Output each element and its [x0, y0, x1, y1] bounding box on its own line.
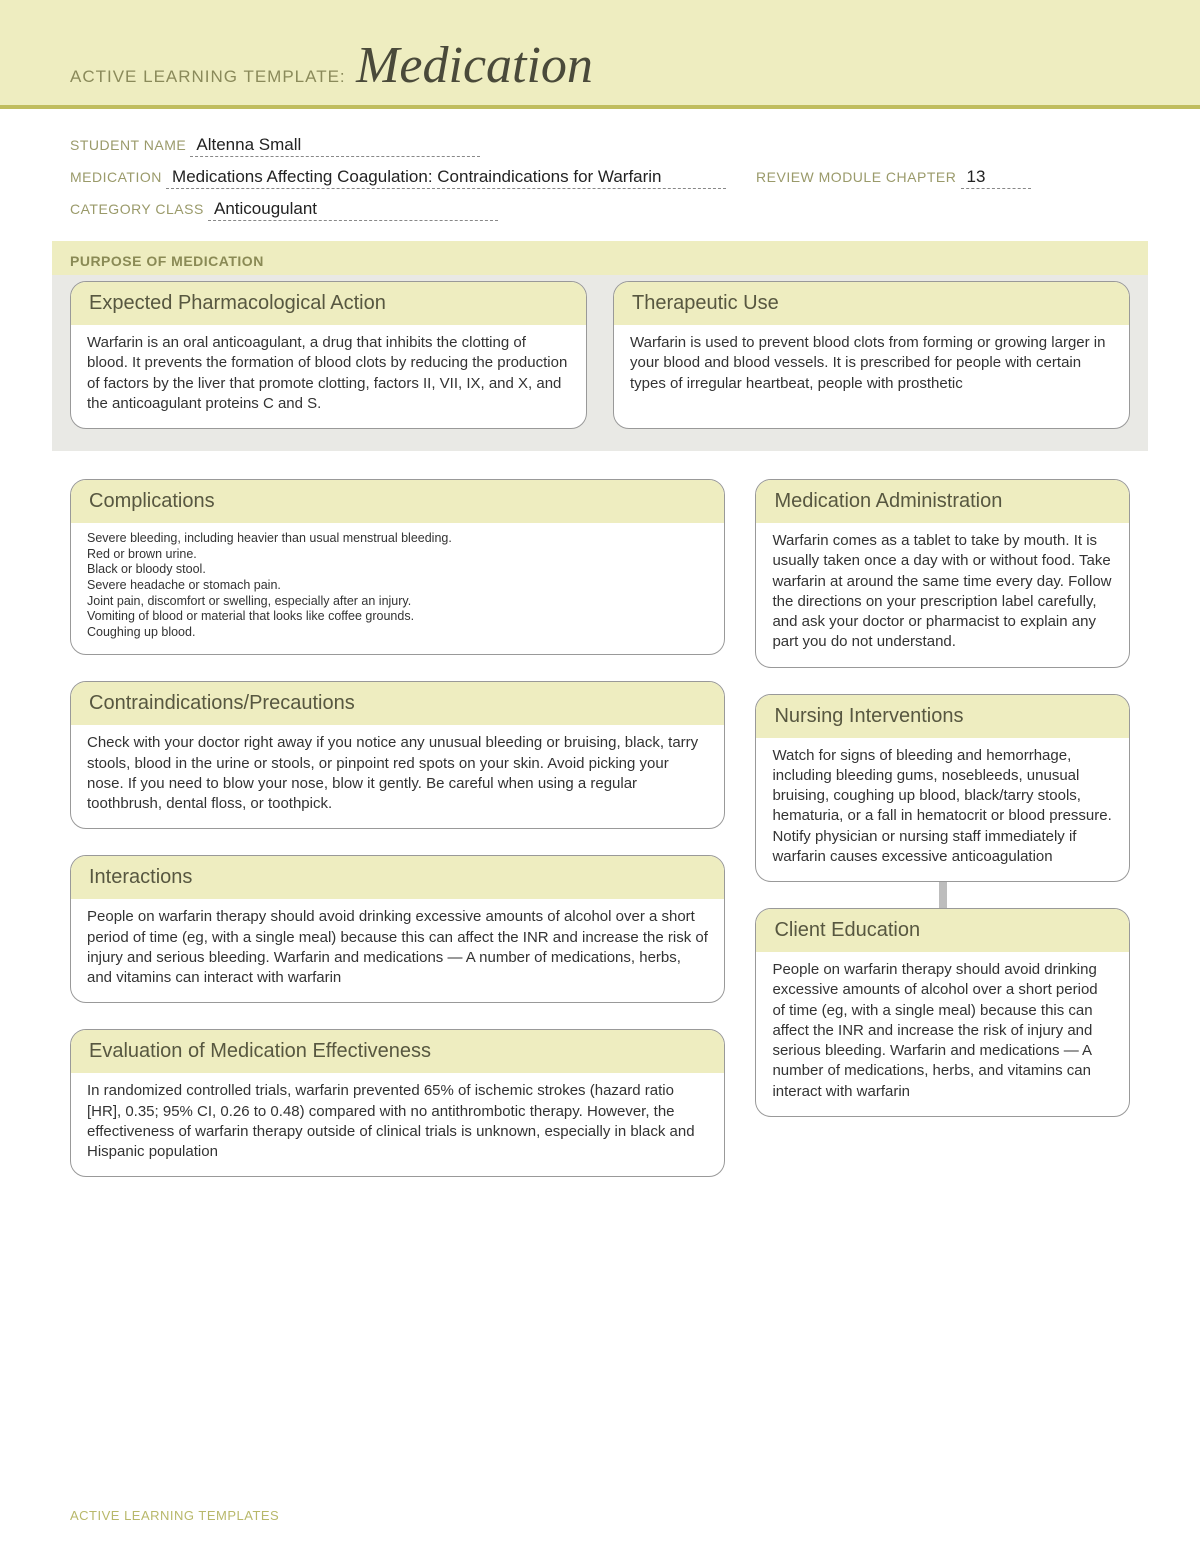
banner-title: Medication [350, 37, 593, 94]
medication-label: MEDICATION [70, 169, 162, 185]
category-class-value: Anticougulant [208, 199, 498, 221]
card-nursing-interventions: Nursing Interventions Watch for signs of… [755, 694, 1130, 883]
card-body: Warfarin is an oral anticoagulant, a dru… [71, 325, 586, 428]
card-medication-administration: Medication Administration Warfarin comes… [755, 479, 1130, 668]
left-column: Complications Severe bleeding, including… [70, 479, 725, 1203]
card-pharmacological-action: Expected Pharmacological Action Warfarin… [70, 281, 587, 429]
card-client-education: Client Education People on warfarin ther… [755, 908, 1130, 1117]
card-complications: Complications Severe bleeding, including… [70, 479, 725, 655]
student-name-label: STUDENT NAME [70, 137, 186, 153]
connector-line [939, 882, 947, 908]
form-area: STUDENT NAME Altenna Small MEDICATION Me… [0, 109, 1200, 241]
card-title: Complications [71, 480, 724, 523]
card-body: Severe bleeding, including heavier than … [71, 523, 724, 654]
card-therapeutic-use: Therapeutic Use Warfarin is used to prev… [613, 281, 1130, 429]
card-title: Expected Pharmacological Action [71, 282, 586, 325]
card-body: People on warfarin therapy should avoid … [71, 899, 724, 1002]
purpose-heading: PURPOSE OF MEDICATION [52, 241, 1148, 275]
card-evaluation: Evaluation of Medication Effectiveness I… [70, 1029, 725, 1177]
card-title: Nursing Interventions [756, 695, 1129, 738]
card-body: Check with your doctor right away if you… [71, 725, 724, 828]
card-body: In randomized controlled trials, warfari… [71, 1073, 724, 1176]
banner-prefix: ACTIVE LEARNING TEMPLATE: [70, 67, 346, 86]
student-name-value: Altenna Small [190, 135, 480, 157]
card-title: Evaluation of Medication Effectiveness [71, 1030, 724, 1073]
review-chapter-label: REVIEW MODULE CHAPTER [756, 169, 956, 185]
card-interactions: Interactions People on warfarin therapy … [70, 855, 725, 1003]
page: ACTIVE LEARNING TEMPLATE: Medication STU… [0, 0, 1200, 1553]
category-class-label: CATEGORY CLASS [70, 201, 204, 217]
card-body: Warfarin is used to prevent blood clots … [614, 325, 1129, 408]
card-title: Therapeutic Use [614, 282, 1129, 325]
banner: ACTIVE LEARNING TEMPLATE: Medication [0, 0, 1200, 109]
card-body: People on warfarin therapy should avoid … [756, 952, 1129, 1116]
card-body: Watch for signs of bleeding and hemorrha… [756, 738, 1129, 882]
purpose-section: Expected Pharmacological Action Warfarin… [52, 275, 1148, 451]
review-chapter-value: 13 [961, 167, 1031, 189]
right-column: Medication Administration Warfarin comes… [755, 479, 1130, 1203]
card-body: Warfarin comes as a tablet to take by mo… [756, 523, 1129, 667]
columns: Complications Severe bleeding, including… [70, 479, 1130, 1203]
card-contraindications: Contraindications/Precautions Check with… [70, 681, 725, 829]
card-title: Medication Administration [756, 480, 1129, 523]
medication-value: Medications Affecting Coagulation: Contr… [166, 167, 726, 189]
card-title: Client Education [756, 909, 1129, 952]
card-title: Interactions [71, 856, 724, 899]
card-title: Contraindications/Precautions [71, 682, 724, 725]
footer-text: ACTIVE LEARNING TEMPLATES [70, 1508, 279, 1523]
